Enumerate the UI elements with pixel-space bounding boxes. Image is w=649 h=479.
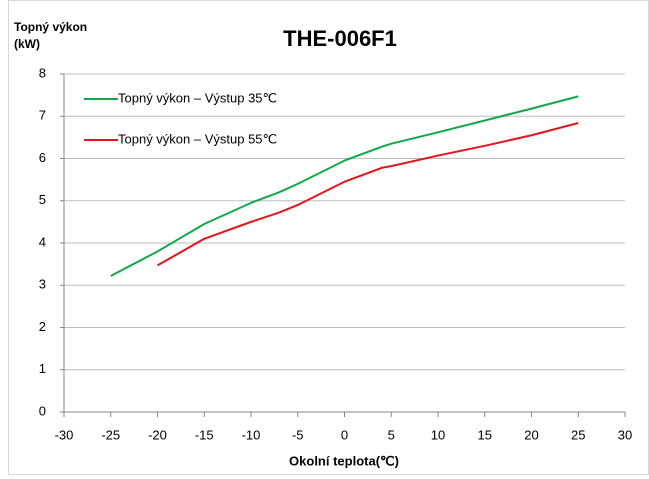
- x-tick-label: 20: [524, 427, 538, 442]
- chart-title: THE-006F1: [283, 26, 397, 51]
- x-tick-label: 15: [478, 427, 492, 442]
- x-tick-label: 30: [618, 427, 632, 442]
- x-tick-label: -15: [195, 427, 214, 442]
- x-tick-label: -20: [148, 427, 167, 442]
- y-tick-label: 5: [39, 192, 46, 207]
- series-line: [157, 122, 579, 267]
- y-tick-label: 7: [39, 108, 46, 123]
- x-tick-label: 10: [431, 427, 445, 442]
- y-tick-label: 1: [39, 361, 46, 376]
- y-tick-label: 6: [39, 150, 46, 165]
- y-axis-label: Topný výkon: [14, 20, 87, 34]
- legend-label: Topný výkon – Výstup 55℃: [118, 131, 277, 146]
- series-line: [110, 95, 579, 277]
- x-tick-label: -30: [55, 427, 74, 442]
- y-tick-label: 0: [39, 403, 46, 418]
- x-tick-label: 5: [388, 427, 395, 442]
- y-tick-label: 2: [39, 319, 46, 334]
- x-axis-label: Okolní teplota(℃): [289, 453, 399, 468]
- y-axis-label: (kW): [14, 37, 40, 51]
- x-tick-label: -5: [292, 427, 304, 442]
- y-tick-label: 8: [39, 65, 46, 80]
- y-tick-label: 4: [39, 234, 46, 249]
- x-tick-label: 0: [341, 427, 348, 442]
- x-tick-label: 25: [571, 427, 585, 442]
- x-tick-label: -10: [242, 427, 261, 442]
- y-tick-label: 3: [39, 277, 46, 292]
- legend-label: Topný výkon – Výstup 35℃: [118, 90, 277, 105]
- chart-frame: [8, 0, 649, 475]
- x-tick-label: -25: [101, 427, 120, 442]
